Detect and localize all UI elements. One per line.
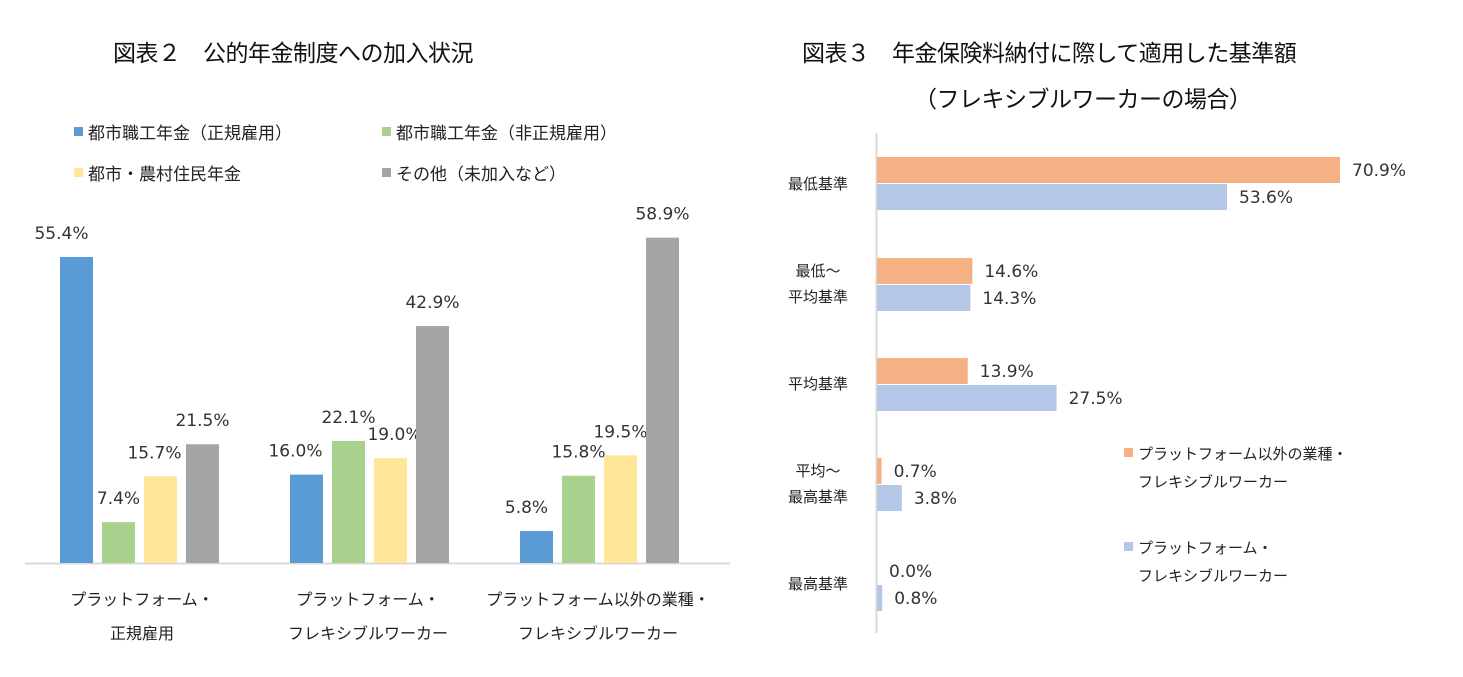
category-line: フレキシブルワーカー xyxy=(517,624,678,643)
legend-line: フレキシブルワーカー xyxy=(1138,473,1289,491)
ylabel-line: 最高基準 xyxy=(787,575,849,593)
data-label-1-1: 22.1% xyxy=(321,408,375,428)
legend-label: プラットフォーム・ フレキシブルワーカー xyxy=(1138,534,1288,590)
bar-0-1 xyxy=(290,474,323,563)
category-line: プラットフォーム・ xyxy=(70,590,214,609)
hdata-label-0-4: 0.0% xyxy=(889,562,932,582)
data-label-0-2: 5.8% xyxy=(505,498,548,518)
hdata-label-0-2: 13.9% xyxy=(980,362,1034,382)
legend-line: プラットフォーム以外の業種・ xyxy=(1138,445,1348,463)
category-line: 正規雇用 xyxy=(109,624,174,643)
ylabel-line: 平均～ xyxy=(795,462,841,480)
bar-1-2 xyxy=(562,475,595,563)
bar-3-1 xyxy=(416,326,449,563)
legend-line: プラットフォーム・ xyxy=(1138,539,1273,557)
legend-swatch xyxy=(74,168,83,177)
legend2-item-0: プラットフォーム以外の業種・ フレキシブルワーカー xyxy=(1124,440,1348,496)
legend-swatch xyxy=(1124,448,1133,457)
legend-label: 都市職工年金（正規雇用） xyxy=(88,124,292,144)
legend-label: その他（未加入など） xyxy=(396,165,566,185)
hbar-1-1 xyxy=(877,285,971,311)
legend-swatch xyxy=(382,127,391,136)
legend-item-0: 都市職工年金（正規雇用） xyxy=(74,119,292,144)
bar-0-0 xyxy=(60,257,93,563)
bar-2-1 xyxy=(374,458,407,563)
data-label-3-0: 21.5% xyxy=(175,411,229,431)
hdata-label-0-1: 14.6% xyxy=(984,262,1038,282)
ylabel-line: 平均基準 xyxy=(787,288,849,306)
data-label-0-1: 16.0% xyxy=(268,442,322,462)
category-line: フレキシブルワーカー xyxy=(287,624,449,643)
legend-swatch xyxy=(74,127,83,136)
hdata-label-1-3: 3.8% xyxy=(914,489,957,509)
bar-3-2 xyxy=(646,237,679,563)
data-label-1-2: 15.8% xyxy=(551,443,605,463)
bar-0-2 xyxy=(520,530,553,563)
ylabel-4: 最高基準 xyxy=(788,571,848,597)
legend-line: フレキシブルワーカー xyxy=(1138,567,1289,585)
bar-1-0 xyxy=(102,522,135,563)
chart3-subtitle: （フレキシブルワーカーの場合） xyxy=(914,87,1252,113)
ylabel-1: 最低～ 平均基準 xyxy=(788,258,848,310)
hbar-1-2 xyxy=(877,385,1057,411)
hbar-0-0 xyxy=(877,157,1340,183)
category-line: プラットフォーム以外の業種・ xyxy=(486,590,710,609)
hdata-label-1-0: 53.6% xyxy=(1239,188,1293,208)
bar-2-0 xyxy=(144,476,177,563)
category-line: プラットフォーム・ xyxy=(296,590,440,609)
data-label-3-2: 58.9% xyxy=(635,205,689,225)
legend-label: プラットフォーム以外の業種・ フレキシブルワーカー xyxy=(1138,440,1348,496)
legend-item-1: 都市職工年金（非正規雇用） xyxy=(382,119,617,144)
data-label-2-1: 19.0% xyxy=(367,425,421,445)
data-label-3-1: 42.9% xyxy=(405,293,459,313)
hbar-1-4 xyxy=(877,585,883,611)
category-label-2: プラットフォーム以外の業種・ フレキシブルワーカー xyxy=(486,583,710,651)
hbar-0-1 xyxy=(877,258,973,284)
chart3-title: 図表３ 年金保険料納付に際して適用した基準額 xyxy=(802,41,1297,67)
ylabel-2: 平均基準 xyxy=(788,371,848,397)
legend-item-3: その他（未加入など） xyxy=(382,160,566,185)
data-label-1-0: 7.4% xyxy=(97,489,140,509)
bar-2-2 xyxy=(604,455,637,563)
chart2-title: 図表２ 公的年金制度への加入状況 xyxy=(113,41,474,67)
bar-3-0 xyxy=(186,444,219,563)
data-label-2-0: 15.7% xyxy=(127,443,181,463)
category-label-1: プラットフォーム・ フレキシブルワーカー xyxy=(288,583,448,651)
category-label-0: プラットフォーム・ 正規雇用 xyxy=(70,583,214,651)
ylabel-line: 平均基準 xyxy=(787,375,849,393)
hdata-label-1-2: 27.5% xyxy=(1069,389,1123,409)
legend-label: 都市職工年金（非正規雇用） xyxy=(396,124,617,144)
hbar-1-0 xyxy=(877,184,1228,210)
hbar-0-2 xyxy=(877,358,968,384)
data-label-2-2: 19.5% xyxy=(593,422,647,442)
ylabel-0: 最低基準 xyxy=(788,171,848,197)
hbar-1-3 xyxy=(877,485,902,511)
legend-swatch xyxy=(1124,542,1133,551)
hdata-label-0-3: 0.7% xyxy=(894,462,937,482)
legend-label: 都市・農村住民年金 xyxy=(88,165,241,185)
legend-swatch xyxy=(382,168,391,177)
hdata-label-1-1: 14.3% xyxy=(982,289,1036,309)
data-label-0-0: 55.4% xyxy=(34,224,88,244)
ylabel-line: 最高基準 xyxy=(787,488,849,506)
ylabel-line: 最低基準 xyxy=(787,175,849,193)
legend-item-2: 都市・農村住民年金 xyxy=(74,160,241,185)
hdata-label-1-4: 0.8% xyxy=(894,589,937,609)
ylabel-3: 平均～ 最高基準 xyxy=(788,458,848,510)
bar-1-1 xyxy=(332,440,365,563)
ylabel-line: 最低～ xyxy=(795,262,841,280)
legend2-item-1: プラットフォーム・ フレキシブルワーカー xyxy=(1124,534,1288,590)
hdata-label-0-0: 70.9% xyxy=(1352,161,1406,181)
hbar-0-3 xyxy=(877,458,882,484)
